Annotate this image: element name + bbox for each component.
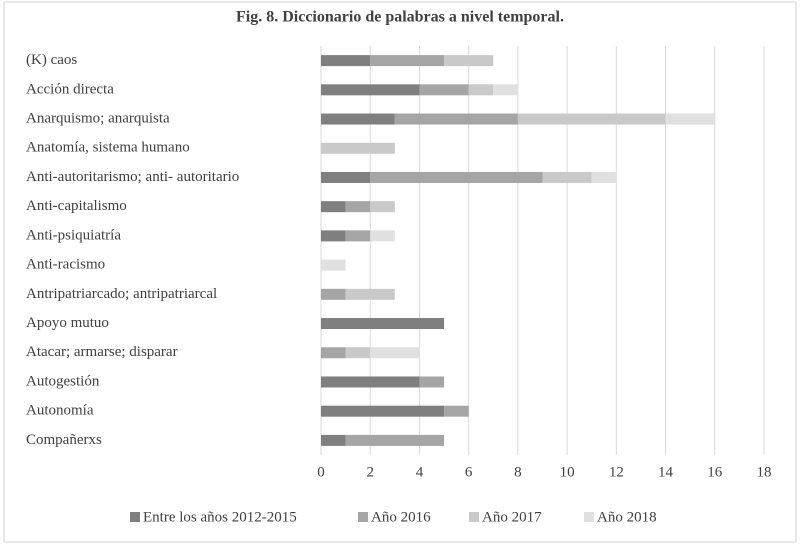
legend-label: Año 2016 (371, 509, 431, 525)
legend-swatch (584, 512, 594, 522)
bar-segment (370, 171, 543, 183)
y-tick-label: Anti-autoritarismo; anti- autoritario (26, 169, 239, 185)
legend-label: Año 2017 (482, 509, 542, 525)
y-tick-label: Anarquismo; anarquista (26, 110, 170, 126)
y-tick-label: (K) caos (26, 52, 77, 68)
x-tick-label: 8 (514, 464, 522, 480)
x-tick-label: 4 (416, 464, 424, 480)
legend-swatch (358, 512, 368, 522)
bar-segment (321, 171, 371, 183)
bar-segment (345, 434, 445, 446)
x-tick-label: 10 (560, 464, 575, 480)
bar-segment (345, 230, 371, 242)
bar-segment (321, 201, 346, 213)
y-tick-label: Anti-capitalismo (26, 198, 127, 214)
bar-segment (591, 171, 617, 183)
x-tick-label: 16 (707, 464, 723, 480)
bar-segment (394, 113, 518, 125)
x-tick-label: 12 (609, 464, 624, 480)
y-tick-label: Antripatriarcado; antripatriarcal (26, 286, 217, 302)
y-tick-label: Autonomía (26, 403, 94, 419)
bar-segment (321, 288, 346, 300)
bar-segment (542, 171, 592, 183)
bar-segment (444, 405, 469, 417)
bar-segment (370, 55, 445, 67)
y-tick-label: Anti-psiquiatría (26, 227, 121, 243)
legend-label: Entre los años 2012-2015 (143, 509, 297, 525)
bar-segment (345, 347, 371, 359)
bar-segment (321, 55, 371, 67)
legend-label: Año 2018 (597, 509, 657, 525)
y-tick-label: Acción directa (26, 81, 114, 97)
legend-swatch (469, 512, 479, 522)
bar-segment (321, 259, 346, 271)
bar-segment (419, 376, 445, 388)
frame (3, 1, 797, 543)
bar-segment (370, 230, 395, 242)
bar-segment (468, 84, 494, 96)
x-tick-label: 2 (366, 464, 374, 480)
bar-segment (321, 434, 346, 446)
bar-segment (665, 113, 715, 125)
bar-segment (419, 84, 469, 96)
y-tick-label: Anti-racismo (26, 257, 105, 273)
y-tick-label: Autogestión (26, 373, 100, 389)
chart-title: Fig. 8. Diccionario de palabras a nivel … (236, 9, 564, 26)
bar-segment (370, 347, 420, 359)
bar-segment (321, 113, 395, 125)
bar-segment (370, 201, 395, 213)
legend-swatch (130, 512, 140, 522)
x-tick-label: 18 (757, 464, 772, 480)
y-tick-label: Atacar; armarse; disparar (26, 344, 178, 360)
bar-segment (321, 318, 445, 330)
bar-segment (321, 405, 445, 417)
x-tick-label: 0 (317, 464, 325, 480)
x-tick-label: 6 (465, 464, 473, 480)
bar-segment (345, 201, 371, 213)
bar-segment (321, 84, 420, 96)
bar-segment (517, 113, 666, 125)
x-tick-label: 14 (658, 464, 674, 480)
bar-segment (345, 288, 395, 300)
bar-segment (321, 230, 346, 242)
bar-segment (321, 142, 395, 154)
bar-segment (493, 84, 518, 96)
bar-segment (321, 376, 420, 388)
bar-segment (444, 55, 494, 67)
bar-segment (321, 347, 346, 359)
y-tick-label: Compañerxs (26, 432, 102, 448)
y-tick-label: Anatomía, sistema humano (26, 140, 190, 156)
y-tick-label: Apoyo mutuo (26, 315, 109, 331)
